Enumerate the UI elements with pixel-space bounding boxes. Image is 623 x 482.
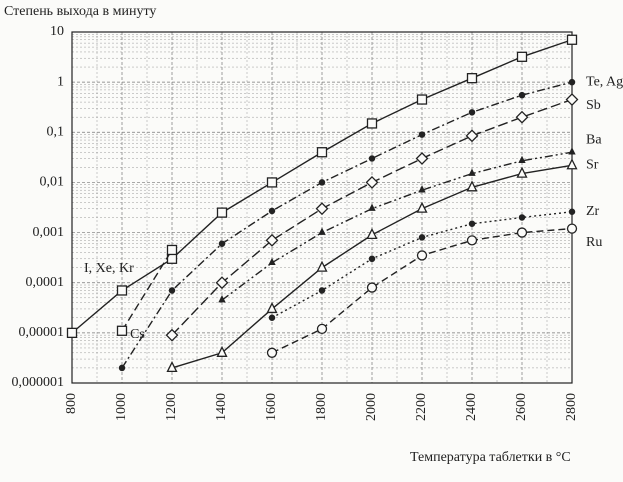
- marker: [318, 227, 326, 235]
- marker: [468, 168, 476, 176]
- marker: [566, 223, 578, 234]
- marker: [266, 301, 278, 314]
- marker: [166, 244, 178, 256]
- y-tick-label: 0,1: [47, 125, 65, 140]
- marker: [266, 177, 278, 188]
- marker: [566, 158, 578, 170]
- marker: [168, 287, 176, 294]
- y-tick-label: 0,0001: [26, 275, 65, 290]
- marker: [318, 287, 326, 294]
- marker: [416, 94, 428, 105]
- series-label: Sb: [586, 98, 601, 113]
- series-label: Zr: [586, 204, 600, 219]
- marker: [366, 118, 378, 129]
- marker: [265, 233, 279, 247]
- marker: [568, 147, 576, 155]
- marker: [66, 327, 78, 339]
- marker: [316, 260, 328, 272]
- marker: [166, 360, 178, 373]
- marker: [566, 34, 578, 45]
- marker: [268, 314, 276, 322]
- marker: [316, 147, 328, 158]
- series-label: Sr: [586, 157, 599, 172]
- marker: [468, 109, 476, 116]
- marker: [418, 131, 426, 138]
- marker: [315, 202, 329, 216]
- marker: [218, 295, 226, 303]
- marker: [518, 91, 526, 99]
- marker: [216, 345, 228, 357]
- marker: [518, 214, 526, 221]
- y-tick-label: 10: [50, 24, 64, 39]
- series-label: Te, Ag: [586, 74, 623, 89]
- x-tick-label: 2400: [464, 393, 479, 421]
- marker: [366, 282, 378, 293]
- marker: [215, 276, 229, 290]
- x-tick-label: 1600: [264, 393, 279, 421]
- x-tick-label: 2800: [564, 393, 579, 421]
- marker: [416, 201, 428, 213]
- marker: [418, 185, 426, 193]
- marker: [568, 208, 576, 216]
- marker: [516, 227, 528, 238]
- y-tick-label: 0,001: [33, 225, 65, 240]
- marker: [216, 207, 228, 218]
- x-tick-label: 1000: [114, 393, 129, 421]
- marker: [516, 51, 528, 62]
- marker: [515, 110, 529, 124]
- series-label: Ba: [586, 132, 602, 147]
- x-tick-label: 800: [64, 393, 79, 414]
- marker: [318, 179, 326, 186]
- x-tick-label: 2200: [414, 393, 429, 421]
- x-axis-title: Температура таблетки в °С: [410, 450, 571, 465]
- marker: [466, 73, 478, 84]
- series-label: Cs: [130, 327, 145, 342]
- marker: [218, 240, 226, 247]
- marker: [266, 347, 278, 358]
- marker: [368, 203, 376, 211]
- marker: [416, 250, 428, 261]
- marker: [516, 166, 528, 178]
- marker: [465, 129, 479, 143]
- y-tick-label: 0,000001: [12, 375, 65, 390]
- marker: [518, 155, 526, 164]
- series-label: Ru: [586, 235, 602, 250]
- marker: [366, 227, 378, 240]
- y-tick-label: 1: [57, 74, 64, 89]
- marker: [565, 93, 579, 106]
- plot-frame: [71, 31, 573, 384]
- series-line: [121, 81, 573, 369]
- marker: [165, 328, 179, 342]
- marker: [415, 152, 429, 165]
- marker: [316, 323, 328, 335]
- y-axis-title: Степень выхода в минуту: [4, 4, 156, 19]
- y-tick-label: 0,01: [40, 175, 65, 190]
- marker: [118, 364, 126, 372]
- marker: [116, 285, 128, 296]
- marker: [568, 78, 576, 86]
- marker: [418, 234, 426, 241]
- marker: [368, 255, 376, 263]
- marker: [468, 220, 476, 227]
- marker: [268, 257, 276, 266]
- y-tick-label: 0,00001: [19, 325, 65, 340]
- marker: [466, 235, 478, 246]
- series-line: [121, 249, 173, 332]
- marker: [365, 176, 379, 189]
- marker: [466, 180, 478, 192]
- marker: [368, 155, 376, 162]
- x-tick-label: 2600: [514, 393, 529, 421]
- marker: [116, 325, 128, 336]
- series-label: I, Xe, Kr: [84, 261, 134, 276]
- marker: [268, 207, 276, 215]
- x-tick-label: 1800: [314, 393, 329, 421]
- x-tick-label: 2000: [364, 393, 379, 421]
- x-tick-label: 1200: [164, 393, 179, 421]
- x-tick-label: 1400: [214, 393, 229, 421]
